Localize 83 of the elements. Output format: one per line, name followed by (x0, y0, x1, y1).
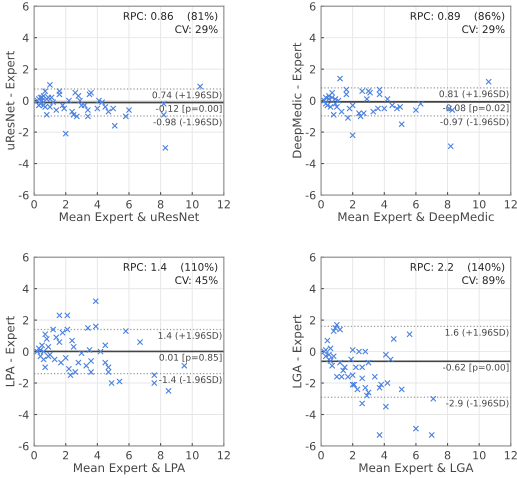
y-tick-label: 0 (310, 348, 316, 356)
y-tick-label: 4 (310, 284, 316, 293)
y-tick-label: 0 (310, 96, 316, 105)
y-tick-label: -6 (306, 442, 316, 450)
y-tick-label: -4 (306, 410, 316, 419)
y-tick-label: 4 (22, 284, 29, 293)
x-tick-label: 10 (186, 451, 199, 460)
x-tick-label: 6 (413, 200, 419, 208)
y-tick-label: -2 (306, 128, 316, 136)
ref-line-label: 1.4 (+1.96SD) (158, 332, 222, 340)
y-tick-label: 2 (23, 316, 28, 324)
x-tick-label: 0 (31, 451, 37, 460)
x-tick-label: 4 (381, 200, 388, 208)
x-tick-label: 4 (94, 451, 100, 460)
y-tick-label: 0 (22, 348, 29, 356)
y-tick-label: -6 (306, 191, 316, 200)
x-tick-label: 12 (504, 451, 517, 460)
x-tick-label: 8 (444, 200, 450, 208)
x-tick-label: 10 (473, 451, 486, 460)
x-tick-label: 0 (31, 200, 37, 208)
x-tick-label: 6 (126, 200, 132, 208)
annotation: CV: 89% (462, 276, 505, 284)
x-tick-label: 8 (158, 451, 164, 460)
y-tick-label: 2 (310, 65, 316, 74)
x-tick-label: 8 (444, 451, 450, 460)
y-tick-label: 4 (22, 34, 29, 42)
x-tick-label: 12 (218, 200, 230, 208)
y-tick-label: 6 (22, 253, 29, 262)
annotation: CV: 45% (175, 276, 218, 284)
x-tick-label: 12 (218, 451, 230, 460)
annotation: RPC: 2.2 (140%) (410, 262, 504, 272)
y-tick-label: -2 (18, 379, 28, 388)
y-tick-label: -2 (306, 379, 316, 388)
x-tick-label: 0 (318, 451, 324, 460)
y-tick-label: -6 (18, 442, 29, 450)
x-axis-title: Mean Expert & LGA (360, 463, 474, 474)
y-tick-label: -2 (18, 128, 28, 136)
x-tick-label: 2 (350, 451, 356, 460)
y-tick-label: -6 (18, 191, 29, 200)
x-axis-title: Mean Expert & DeepMedic (338, 212, 494, 224)
y-axis-title: LGA - Expert (292, 314, 304, 388)
y-tick-label: 4 (310, 34, 316, 42)
ref-line-label: -0.98 (-1.96SD) (153, 118, 222, 126)
ref-line-label: -2.9 (-1.96SD) (446, 400, 508, 408)
y-tick-label: -4 (18, 160, 29, 168)
y-tick-label: 2 (310, 316, 316, 324)
ref-line-label: -1.4 (-1.96SD) (159, 376, 222, 384)
annotation: RPC: 0.89 (86%) (410, 12, 504, 22)
y-tick-label: 6 (310, 2, 316, 11)
x-tick-label: 10 (186, 200, 199, 208)
ref-line-label: 1.6 (+1.96SD) (446, 328, 508, 337)
x-tick-label: 2 (63, 200, 68, 208)
x-tick-label: 4 (381, 451, 388, 460)
x-tick-label: 6 (413, 451, 419, 460)
ref-line-label: -0.62 [p=0.00] (442, 364, 508, 372)
x-tick-label: 8 (158, 200, 164, 208)
y-axis-title: LPA - Expert (6, 316, 17, 386)
x-tick-label: 10 (473, 200, 486, 208)
x-tick-label: 2 (63, 451, 68, 460)
y-axis-title: uResNet - Expert (6, 51, 17, 150)
annotation: CV: 29% (462, 25, 505, 34)
annotation: RPC: 1.4 (110%) (124, 262, 218, 272)
x-axis-title: Mean Expert & uResNet (60, 212, 200, 224)
ref-line-label: 0.01 [p=0.85] (159, 354, 222, 363)
x-tick-label: 2 (350, 200, 356, 208)
y-tick-label: -4 (306, 160, 316, 168)
y-tick-label: 0 (22, 96, 29, 105)
x-tick-label: 12 (504, 200, 517, 208)
x-tick-label: 0 (318, 200, 324, 208)
x-axis-title: Mean Expert & LPA (74, 463, 186, 474)
y-tick-label: 6 (310, 253, 316, 262)
ref-line-label: -0.97 (-1.96SD) (440, 118, 508, 126)
y-tick-label: 2 (23, 65, 28, 74)
annotation: RPC: 0.86 (81%) (124, 12, 218, 22)
x-tick-label: 6 (126, 451, 132, 460)
x-tick-label: 4 (94, 200, 100, 208)
ref-line-label: 0.81 (+1.96SD) (439, 90, 508, 98)
annotation: CV: 29% (175, 25, 218, 34)
y-tick-label: 6 (22, 2, 29, 11)
y-axis-title: DeepMedic - Expert (292, 42, 304, 158)
ref-line-label: 0.74 (+1.96SD) (152, 91, 222, 100)
ref-line-label: -0.12 [p=0.00] (156, 104, 222, 114)
y-tick-label: -4 (18, 410, 29, 419)
